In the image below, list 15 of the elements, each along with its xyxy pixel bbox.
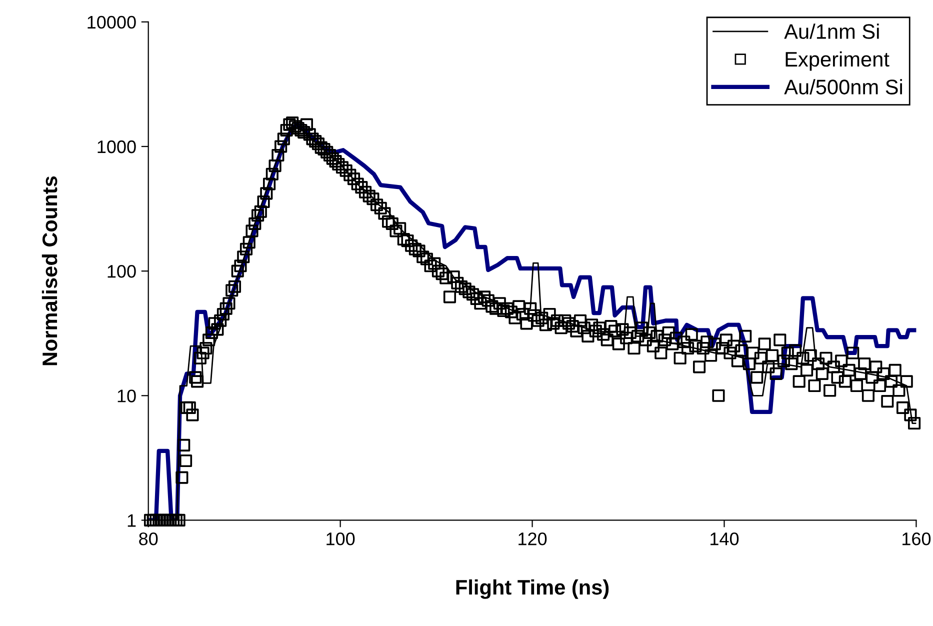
x-tick-label: 80 xyxy=(139,532,158,546)
y-tick-label: 1000 xyxy=(98,140,136,154)
x-tick-label: 140 xyxy=(710,532,739,546)
x-tick-label: 160 xyxy=(902,532,931,546)
y-tick-label: 10000 xyxy=(88,16,136,29)
legend-label: Au/1nm Si xyxy=(784,24,879,39)
y-tick-label: 10 xyxy=(118,390,136,402)
y-tick-label: 100 xyxy=(108,264,136,278)
y-axis-title: Normalised Counts xyxy=(42,176,58,366)
x-tick-label: 120 xyxy=(518,532,547,546)
legend-label: Experiment xyxy=(786,51,890,71)
x-axis-title: Flight Time (ns) xyxy=(456,579,609,599)
legend-label: Au/500nm Si xyxy=(784,79,902,94)
y-tick-label: 1 xyxy=(128,514,136,527)
x-tick-label: 100 xyxy=(326,532,355,546)
